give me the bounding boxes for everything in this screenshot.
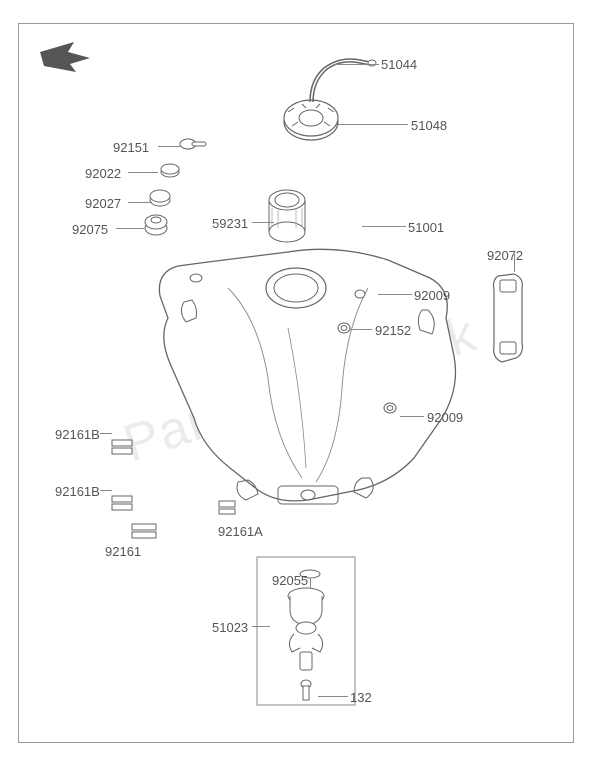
fuel-tank xyxy=(138,238,488,528)
callout-ref: 92009 xyxy=(427,410,463,425)
tank-strap xyxy=(486,268,532,368)
leader-line xyxy=(100,433,112,434)
leader-line xyxy=(116,228,144,229)
callout-ref: 51001 xyxy=(408,220,444,235)
leader-line xyxy=(338,124,408,125)
leader-line xyxy=(310,579,311,589)
callout-ref: 51023 xyxy=(212,620,248,635)
orientation-arrow xyxy=(40,42,90,78)
filler-neck xyxy=(262,186,312,244)
callout-ref: 92027 xyxy=(85,196,121,211)
callout-ref: 51044 xyxy=(381,57,417,72)
callout-ref: 92151 xyxy=(113,140,149,155)
callout-ref: 92161B xyxy=(55,484,100,499)
clip-4 xyxy=(216,498,238,518)
clip-1 xyxy=(108,436,136,460)
leader-line xyxy=(252,222,274,223)
callout-ref: 92152 xyxy=(375,323,411,338)
bolt-assembly xyxy=(140,132,210,242)
callout-ref: 132 xyxy=(350,690,372,705)
leader-line xyxy=(335,64,379,65)
callout-ref: 92075 xyxy=(72,222,108,237)
callout-ref: 51048 xyxy=(411,118,447,133)
leader-line xyxy=(350,329,372,330)
callout-ref: 92161B xyxy=(55,427,100,442)
leader-line xyxy=(400,416,424,417)
clip-2 xyxy=(108,492,136,516)
callout-ref: 92055 xyxy=(272,573,308,588)
clip-3 xyxy=(128,520,160,544)
leader-line xyxy=(318,696,348,697)
leader-line xyxy=(100,490,112,491)
leader-line xyxy=(378,294,412,295)
callout-ref: 92009 xyxy=(414,288,450,303)
leader-line xyxy=(158,146,182,147)
callout-ref: 92161 xyxy=(105,544,141,559)
callout-ref: 92072 xyxy=(487,248,523,263)
leader-line xyxy=(252,626,270,627)
leader-line xyxy=(362,226,406,227)
callout-ref: 59231 xyxy=(212,216,248,231)
callout-ref: 92022 xyxy=(85,166,121,181)
leader-line xyxy=(128,202,152,203)
breather-tube xyxy=(300,50,390,110)
callout-ref: 92161A xyxy=(218,524,263,539)
leader-line xyxy=(128,172,158,173)
